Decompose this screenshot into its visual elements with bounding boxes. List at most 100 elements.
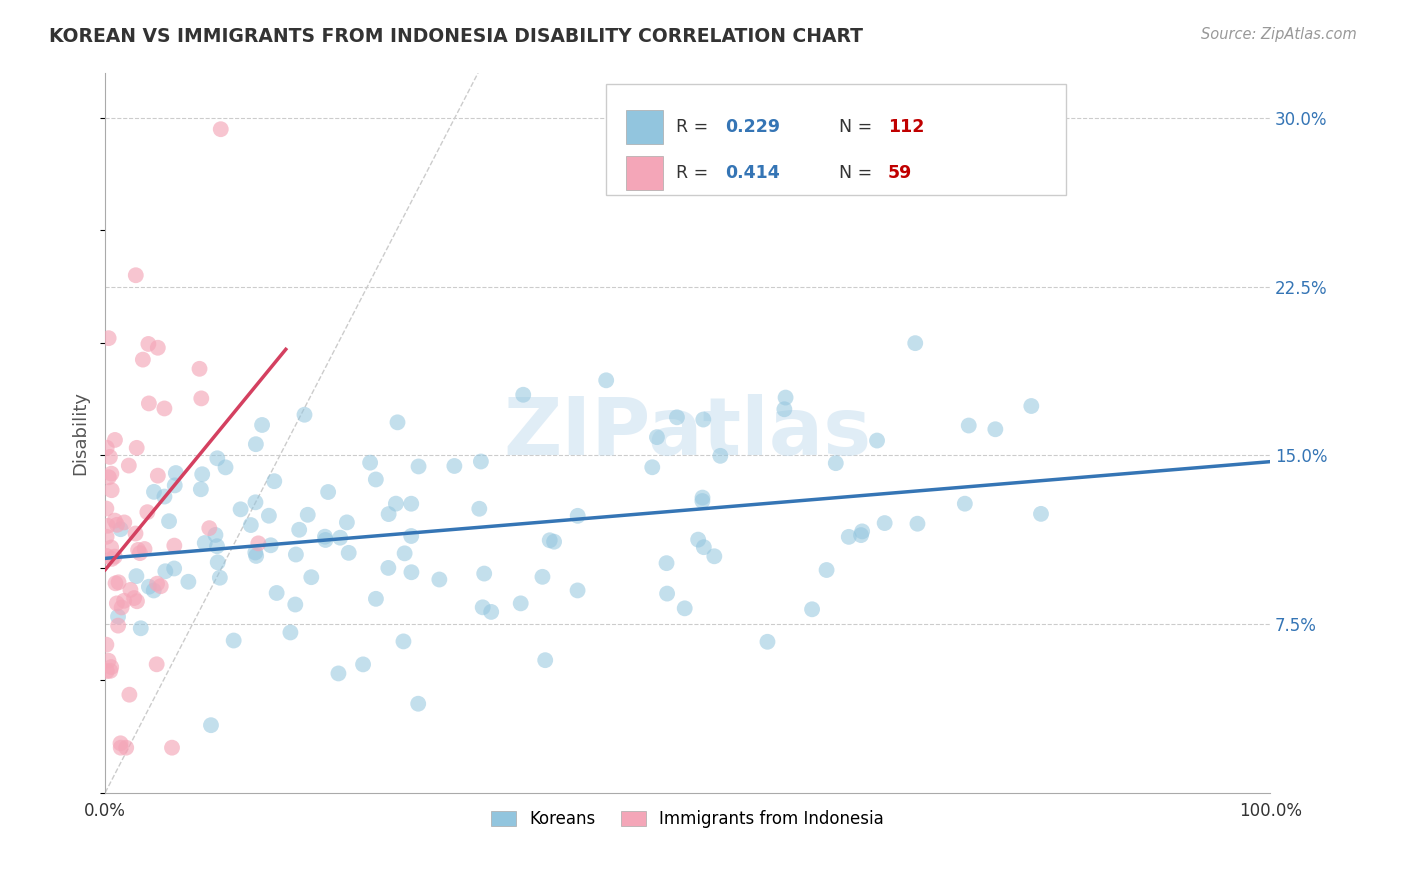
Point — [200, 718, 222, 732]
Point — [229, 502, 252, 516]
Text: R =: R = — [676, 118, 714, 136]
Point — [190, 392, 212, 406]
Point — [472, 566, 495, 581]
Point — [838, 530, 860, 544]
Point — [401, 566, 423, 580]
Point — [115, 740, 138, 755]
Point — [153, 490, 176, 504]
Point — [112, 516, 135, 530]
Point — [509, 596, 531, 610]
Point — [443, 458, 465, 473]
Point — [163, 539, 186, 553]
Point — [688, 533, 710, 547]
Point — [97, 654, 120, 668]
Point — [257, 508, 280, 523]
Point — [105, 596, 128, 610]
Point — [204, 528, 226, 542]
Point — [157, 514, 180, 528]
Point — [266, 586, 288, 600]
Point — [364, 591, 387, 606]
Point — [849, 528, 872, 542]
Text: ZIPatlas: ZIPatlas — [503, 393, 872, 472]
Point — [377, 507, 399, 521]
Text: N =: N = — [839, 118, 877, 136]
Point — [118, 688, 141, 702]
FancyBboxPatch shape — [626, 110, 664, 145]
Point — [205, 539, 228, 553]
Point — [866, 434, 889, 448]
Point — [134, 541, 156, 556]
Point — [142, 583, 165, 598]
Point — [207, 451, 229, 466]
Point — [641, 460, 664, 475]
Point — [214, 460, 236, 475]
Point — [907, 516, 929, 531]
Point — [122, 591, 145, 605]
Point — [96, 664, 118, 678]
Point — [337, 546, 360, 560]
Point — [110, 740, 132, 755]
Point — [245, 549, 267, 563]
Point — [567, 508, 589, 523]
Point — [208, 571, 231, 585]
Point — [953, 497, 976, 511]
Point — [815, 563, 838, 577]
Point — [239, 518, 262, 533]
Point — [132, 352, 155, 367]
Point — [655, 586, 678, 600]
Point — [112, 594, 135, 608]
Point — [471, 600, 494, 615]
Point — [153, 401, 176, 416]
Point — [329, 531, 352, 545]
Point — [143, 484, 166, 499]
Point — [188, 361, 211, 376]
Text: KOREAN VS IMMIGRANTS FROM INDONESIA DISABILITY CORRELATION CHART: KOREAN VS IMMIGRANTS FROM INDONESIA DISA… — [49, 27, 863, 45]
Point — [138, 396, 160, 410]
Legend: Koreans, Immigrants from Indonesia: Koreans, Immigrants from Indonesia — [485, 804, 891, 835]
Point — [96, 501, 118, 516]
Point — [984, 422, 1007, 436]
Point — [245, 495, 267, 509]
Point — [118, 458, 141, 473]
Point — [709, 449, 731, 463]
Point — [957, 418, 980, 433]
Point — [105, 517, 128, 532]
Point — [595, 373, 617, 387]
Point — [198, 521, 221, 535]
Point — [567, 583, 589, 598]
Point — [146, 576, 169, 591]
Point — [96, 549, 118, 563]
Point — [692, 412, 714, 426]
Point — [194, 536, 217, 550]
Point — [427, 573, 450, 587]
Point — [377, 561, 399, 575]
Point — [100, 467, 122, 481]
Point — [100, 483, 122, 498]
Point — [260, 538, 283, 552]
Point — [479, 605, 502, 619]
Point — [468, 501, 491, 516]
Point — [655, 556, 678, 570]
Point — [284, 598, 307, 612]
Point — [385, 497, 408, 511]
Point — [394, 546, 416, 560]
Point — [207, 555, 229, 569]
Point — [104, 514, 127, 528]
Point — [408, 459, 430, 474]
Point — [392, 634, 415, 648]
Point — [288, 523, 311, 537]
Point — [146, 341, 169, 355]
Point — [191, 467, 214, 482]
Point — [96, 638, 118, 652]
Point — [328, 666, 350, 681]
Point — [110, 522, 132, 536]
Point — [352, 657, 374, 672]
Point — [145, 657, 167, 672]
Point — [299, 570, 322, 584]
Point — [775, 391, 797, 405]
Point — [284, 548, 307, 562]
Point — [703, 549, 725, 564]
Point — [127, 542, 149, 557]
Point — [136, 505, 159, 519]
Point — [1021, 399, 1043, 413]
